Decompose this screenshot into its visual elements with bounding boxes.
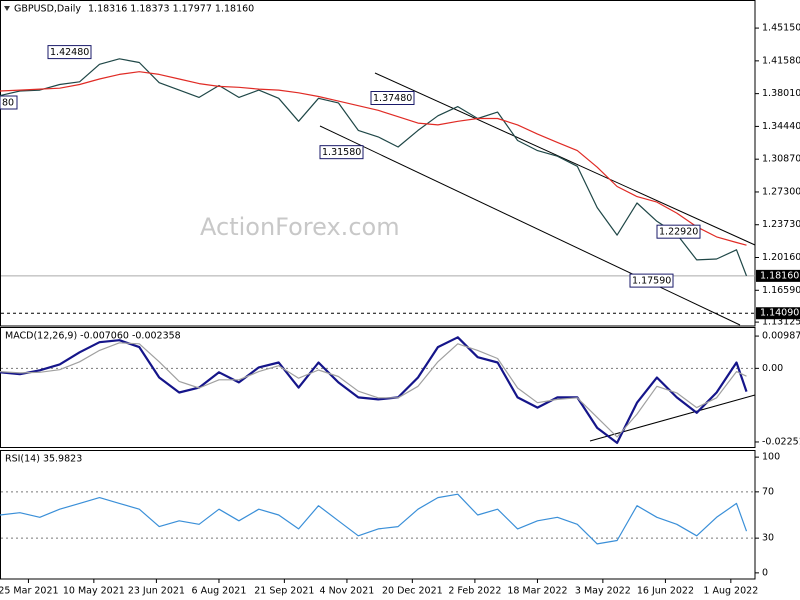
x-tick-label: 6 Aug 2021	[192, 586, 247, 597]
y-tick-label: 1.20160	[762, 252, 800, 263]
annotation-label: 1.42480	[50, 47, 89, 58]
annotation-label: 1.31580	[322, 147, 361, 158]
watermark: ActionForex.com	[200, 213, 400, 241]
annotation-label: 1.22920	[659, 227, 698, 238]
current-price-box	[756, 269, 800, 282]
x-tick-label: 10 May 2021	[63, 586, 125, 597]
price-title: GBPUSD,Daily	[14, 4, 81, 15]
macd-panel	[0, 327, 756, 448]
series-line	[0, 58, 748, 277]
x-tick-label: 23 Jun 2021	[128, 586, 185, 597]
y-tick-label: 1.23730	[762, 219, 800, 230]
price-panel	[0, 0, 756, 327]
y-tick-label: 1.45150	[762, 23, 800, 34]
y-tick-label: 70	[762, 486, 774, 497]
y-tick-label: -0.022516	[762, 436, 800, 447]
series-line	[0, 336, 748, 444]
support-label: 1.14090	[760, 308, 799, 319]
y-tick-label: 0.00	[762, 363, 783, 374]
series-line	[0, 342, 747, 438]
edge-label-box	[0, 95, 18, 110]
y-tick-label: 1.13125	[762, 317, 800, 328]
series-line	[0, 493, 748, 545]
y-tick-label: 1.16590	[762, 285, 800, 296]
y-tick-label: 0	[762, 567, 768, 578]
annotation-box	[629, 273, 674, 288]
macd-trendline	[589, 394, 756, 442]
channel-upper	[374, 72, 756, 246]
header-icon	[4, 6, 10, 11]
x-tick-label: 2 Feb 2022	[448, 586, 501, 597]
x-tick-label: 1 Aug 2022	[703, 586, 758, 597]
annotation-box	[319, 145, 364, 160]
y-tick-label: 1.34440	[762, 121, 800, 132]
channel-lower	[319, 125, 741, 326]
x-tick-label: 20 Dec 2021	[382, 586, 443, 597]
series-line	[0, 71, 747, 246]
current-price-label: 1.18160	[760, 270, 799, 281]
y-tick-label: 1.38010	[762, 88, 800, 99]
price-ohlc: 1.18316 1.18373 1.17977 1.18160	[88, 4, 254, 15]
y-tick-label: 1.27300	[762, 186, 800, 197]
y-tick-label: 100	[762, 452, 780, 463]
x-tick-label: 25 Mar 2021	[0, 586, 59, 597]
annotation-label: 1.17590	[632, 276, 671, 287]
support-box	[756, 307, 800, 320]
annotation-box	[370, 91, 415, 105]
annotation-box	[47, 45, 92, 60]
y-tick-label: 1.41580	[762, 55, 800, 66]
y-tick-label: 1.30870	[762, 154, 800, 165]
x-tick-label: 16 Jun 2022	[637, 586, 694, 597]
x-tick-label: 18 Mar 2022	[507, 586, 567, 597]
annotation-box	[656, 224, 701, 239]
x-tick-label: 3 May 2022	[575, 586, 631, 597]
x-tick-label: 21 Sep 2021	[254, 586, 314, 597]
y-tick-label: 0.009872	[762, 331, 800, 342]
edge-label: 80	[2, 98, 14, 109]
rsi-title: RSI(14) 35.9823	[5, 454, 82, 465]
y-tick-label: 30	[762, 533, 774, 544]
macd-title: MACD(12,26,9) -0.007060 -0.002358	[5, 331, 181, 342]
x-tick-label: 4 Nov 2021	[320, 586, 375, 597]
annotation-label: 1.37480	[373, 93, 412, 104]
